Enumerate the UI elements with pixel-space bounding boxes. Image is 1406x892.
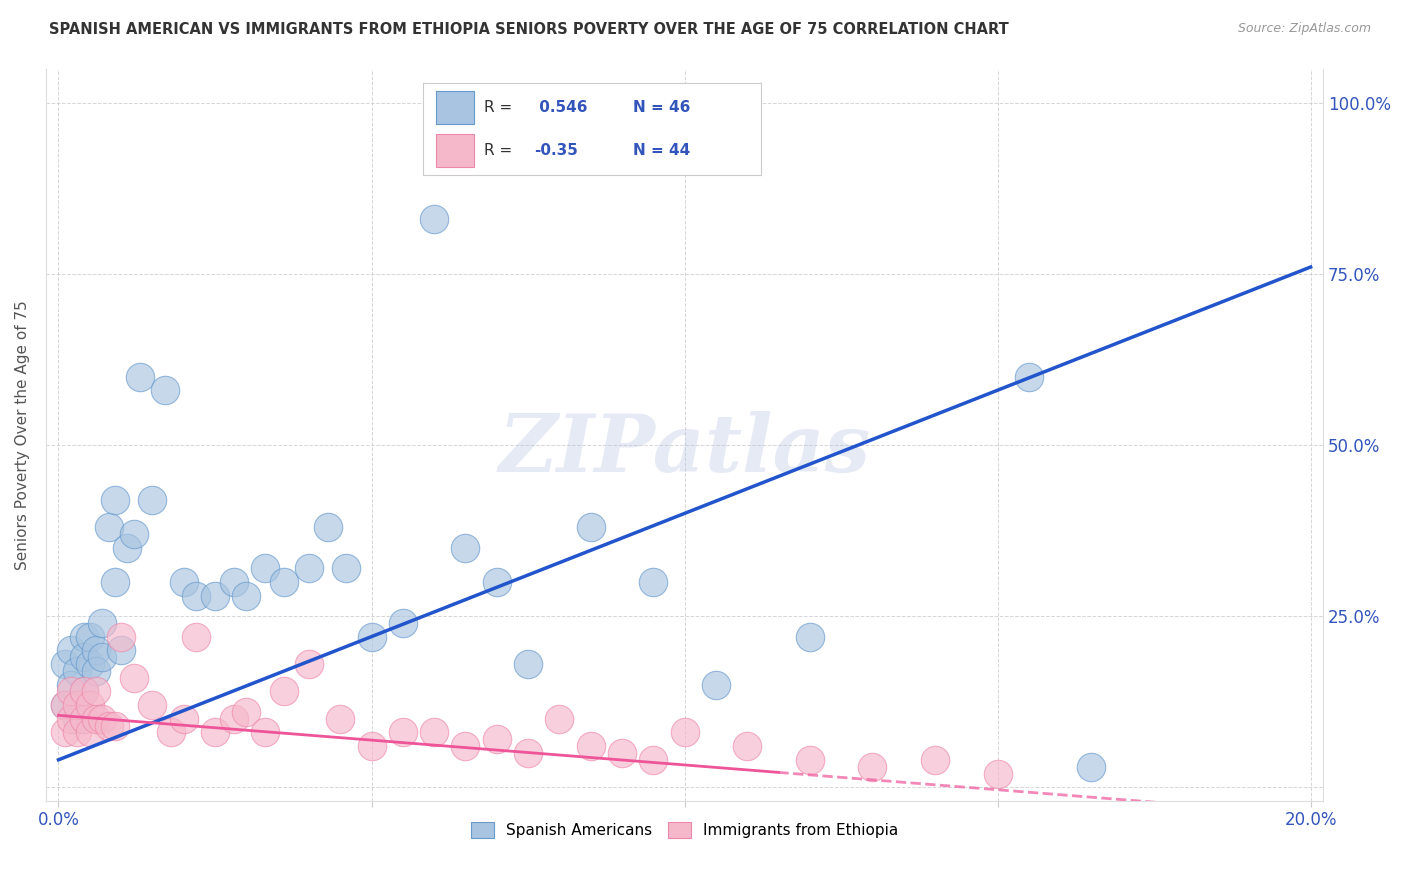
Point — [79, 630, 101, 644]
Point — [104, 718, 127, 732]
Point — [1018, 369, 1040, 384]
Point — [423, 212, 446, 227]
Point — [454, 739, 477, 753]
Legend: Spanish Americans, Immigrants from Ethiopia: Spanish Americans, Immigrants from Ethio… — [465, 816, 904, 845]
Point — [273, 574, 295, 589]
Point — [60, 677, 83, 691]
Point — [153, 383, 176, 397]
Point — [60, 643, 83, 657]
Point — [643, 753, 665, 767]
Point — [485, 732, 508, 747]
Point — [60, 684, 83, 698]
Point — [79, 698, 101, 712]
Point — [673, 725, 696, 739]
Point — [117, 541, 139, 555]
Point — [84, 643, 107, 657]
Point — [104, 492, 127, 507]
Point — [97, 520, 120, 534]
Point — [72, 712, 94, 726]
Point — [72, 650, 94, 665]
Point — [91, 615, 114, 630]
Point — [548, 712, 571, 726]
Point — [735, 739, 758, 753]
Point — [72, 684, 94, 698]
Point — [122, 527, 145, 541]
Point — [579, 739, 602, 753]
Point — [97, 718, 120, 732]
Point — [91, 650, 114, 665]
Point — [392, 615, 415, 630]
Point — [235, 589, 257, 603]
Point — [91, 712, 114, 726]
Point — [186, 630, 208, 644]
Point — [60, 712, 83, 726]
Point — [454, 541, 477, 555]
Point — [517, 657, 540, 671]
Point — [66, 664, 89, 678]
Point — [235, 705, 257, 719]
Point — [128, 369, 150, 384]
Point — [392, 725, 415, 739]
Point — [1080, 759, 1102, 773]
Point — [72, 630, 94, 644]
Point — [222, 574, 245, 589]
Text: ZIPatlas: ZIPatlas — [499, 410, 870, 488]
Point — [360, 739, 382, 753]
Point — [79, 725, 101, 739]
Text: Source: ZipAtlas.com: Source: ZipAtlas.com — [1237, 22, 1371, 36]
Point — [579, 520, 602, 534]
Point — [610, 746, 633, 760]
Point — [104, 574, 127, 589]
Point — [141, 698, 163, 712]
Point — [173, 712, 195, 726]
Point — [254, 561, 277, 575]
Point — [799, 630, 821, 644]
Point — [84, 712, 107, 726]
Point — [643, 574, 665, 589]
Point — [222, 712, 245, 726]
Point — [517, 746, 540, 760]
Point — [53, 698, 76, 712]
Point — [298, 657, 321, 671]
Point — [160, 725, 183, 739]
Point — [316, 520, 339, 534]
Point — [53, 725, 76, 739]
Point — [53, 657, 76, 671]
Point — [122, 671, 145, 685]
Point — [204, 589, 226, 603]
Point — [84, 684, 107, 698]
Point — [329, 712, 352, 726]
Point — [110, 643, 132, 657]
Point — [799, 753, 821, 767]
Point — [84, 664, 107, 678]
Point — [273, 684, 295, 698]
Point — [204, 725, 226, 739]
Point — [141, 492, 163, 507]
Point — [110, 630, 132, 644]
Point — [423, 725, 446, 739]
Point — [860, 759, 883, 773]
Text: SPANISH AMERICAN VS IMMIGRANTS FROM ETHIOPIA SENIORS POVERTY OVER THE AGE OF 75 : SPANISH AMERICAN VS IMMIGRANTS FROM ETHI… — [49, 22, 1010, 37]
Point — [987, 766, 1010, 780]
Point — [298, 561, 321, 575]
Point — [485, 574, 508, 589]
Point — [72, 684, 94, 698]
Point — [704, 677, 727, 691]
Point — [66, 725, 89, 739]
Point — [66, 698, 89, 712]
Point — [66, 712, 89, 726]
Point — [79, 657, 101, 671]
Point — [53, 698, 76, 712]
Y-axis label: Seniors Poverty Over the Age of 75: Seniors Poverty Over the Age of 75 — [15, 300, 30, 570]
Point — [335, 561, 357, 575]
Point — [186, 589, 208, 603]
Point — [360, 630, 382, 644]
Point — [924, 753, 946, 767]
Point — [254, 725, 277, 739]
Point — [173, 574, 195, 589]
